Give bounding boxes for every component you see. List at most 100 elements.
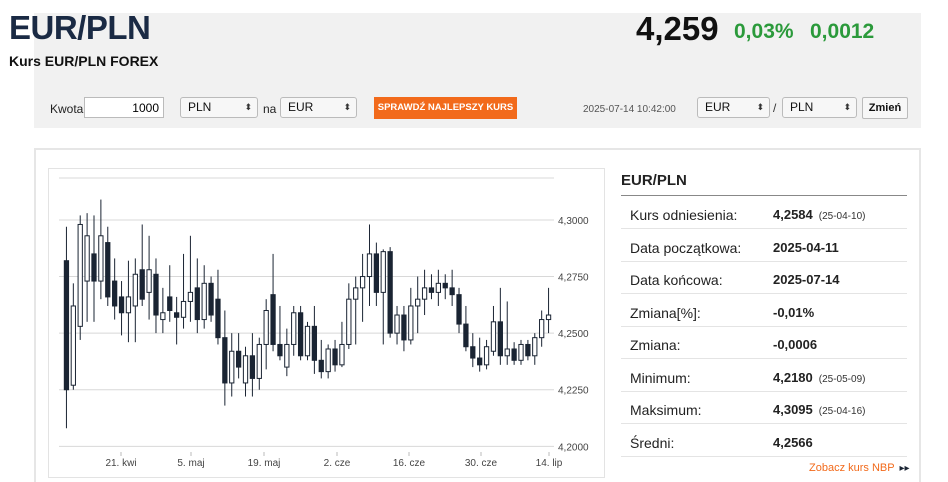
candle-body: [373, 253, 380, 293]
candle-body: [359, 276, 366, 289]
candle-body: [91, 253, 97, 282]
candle-body: [180, 300, 187, 318]
x-tick-label: 16. cze: [393, 458, 426, 469]
candle-body: [483, 346, 490, 366]
stats-date: (25-04-10): [818, 211, 866, 222]
x-tick-label: 21. kwi: [105, 458, 136, 469]
candle-body: [297, 312, 304, 357]
candle-body: [249, 355, 256, 379]
double-arrow-icon: ▸▸: [899, 463, 910, 474]
stats-label: Minimum:: [630, 369, 691, 386]
candle-body: [366, 253, 373, 278]
from-currency-select[interactable]: PLN ⬍: [180, 97, 258, 118]
stats-label: Zmiana[%]:: [630, 304, 701, 321]
x-tick-label: 30. cze: [465, 458, 498, 469]
candle-body: [311, 325, 318, 361]
x-tick-label: 2. cze: [324, 458, 351, 469]
candle-body: [545, 314, 552, 321]
best-rate-button[interactable]: SPRAWDŹ NAJLEPSZY KURS: [374, 97, 517, 119]
candle-body: [511, 348, 517, 361]
candle-body: [84, 235, 90, 282]
stats-value-text: 2025-04-11: [773, 239, 839, 255]
candle-body: [153, 273, 159, 316]
x-tick-label: 19. maj: [248, 458, 281, 469]
candle-body: [242, 355, 249, 384]
stats-value: 2025-07-14: [773, 272, 840, 287]
page-title: EUR/PLN: [9, 9, 151, 46]
candle-body: [208, 282, 214, 316]
to-currency-select[interactable]: EUR ⬍: [280, 97, 357, 118]
stats-date: (25-05-09): [818, 373, 866, 385]
candle-body: [435, 282, 441, 293]
stats-row: Data końcowa: 2025-07-14: [621, 262, 907, 294]
quote-timestamp: 2025-07-14 10:42:00: [583, 104, 676, 115]
stats-row: Zmiana[%]: -0,01%: [621, 295, 907, 327]
stats-label: Data początkowa:: [630, 239, 742, 256]
candle-body: [428, 287, 435, 293]
candle-body: [456, 294, 462, 325]
candlestick-chart: 4,3000 4,2750 4,2500 4,2250 4,2000 21. kwi 5. …: [59, 177, 589, 469]
stats-date: (25-04-16): [818, 406, 866, 417]
candle-body: [291, 312, 297, 345]
stats-value: -0,01%: [773, 305, 814, 320]
page-subtitle: Kurs EUR/PLN FOREX: [9, 53, 159, 69]
stats-label: Data końcowa:: [630, 272, 723, 288]
candle-body: [463, 323, 469, 348]
candle-body: [470, 346, 476, 359]
to-label: na: [263, 102, 277, 116]
candle-body: [194, 287, 200, 321]
candle-body: [504, 348, 510, 357]
candle-body: [421, 287, 428, 300]
candle-body: [229, 350, 235, 384]
candle-body: [353, 287, 359, 300]
candle-body: [304, 325, 311, 357]
candle-body: [325, 348, 331, 373]
change-percent: 0,03%: [734, 20, 794, 43]
candle-body: [532, 337, 538, 357]
amount-label: Kwota: [50, 102, 84, 116]
stats-label: Maksimum:: [630, 402, 702, 418]
to-currency-value: EUR: [288, 100, 314, 114]
candle-body: [339, 343, 345, 366]
candle-body: [387, 251, 393, 334]
candle-body: [256, 343, 262, 379]
stats-row: Średni: 4,2566: [621, 425, 907, 457]
candle-body: [394, 314, 400, 334]
candle-body: [105, 242, 111, 298]
nbp-rate-link[interactable]: Zobacz kurs NBP ▸▸: [809, 462, 910, 474]
candle-body: [118, 296, 125, 314]
candle-body: [160, 312, 166, 321]
stats-label: Średni:: [630, 434, 675, 451]
stats-row: Data początkowa: 2025-04-11: [621, 230, 907, 262]
candle-body: [263, 310, 269, 345]
stats-row: Kurs odniesienia: 4,2584 (25-04-10): [621, 197, 907, 229]
candle-body: [235, 350, 242, 368]
select-arrows-icon: ⬍: [843, 102, 851, 112]
candle-body: [174, 312, 180, 318]
pair-quote-select[interactable]: PLN ⬍: [782, 97, 857, 118]
candle-body: [167, 296, 173, 311]
candle-body: [277, 343, 283, 357]
stats-value: 2025-04-11: [773, 240, 839, 255]
stats-divider: [621, 195, 907, 196]
candle-body: [139, 269, 145, 300]
pair-base-select[interactable]: EUR ⬍: [697, 97, 770, 118]
candle-body: [77, 223, 83, 327]
candle-body: [132, 273, 138, 307]
candle-body: [449, 287, 455, 296]
stats-value-text: 4,2584: [773, 207, 813, 222]
stats-row: Minimum: 4,2180 (25-05-09): [621, 360, 907, 392]
pair-quote-value: PLN: [790, 100, 814, 114]
select-arrows-icon: ⬍: [244, 102, 252, 112]
candle-body: [70, 305, 76, 386]
change-pair-button[interactable]: Zmień: [862, 97, 908, 119]
candle-body: [201, 282, 207, 321]
nbp-link-label: Zobacz kurs NBP: [809, 462, 895, 474]
amount-input[interactable]: [84, 97, 164, 118]
x-tick-label: 5. maj: [177, 458, 204, 469]
y-tick-label: 4,2000: [558, 442, 589, 453]
stats-value-text: -0,0006: [773, 337, 818, 352]
candle-body: [408, 305, 414, 341]
candle-body: [401, 314, 407, 341]
current-rate: 4,259: [636, 10, 719, 47]
